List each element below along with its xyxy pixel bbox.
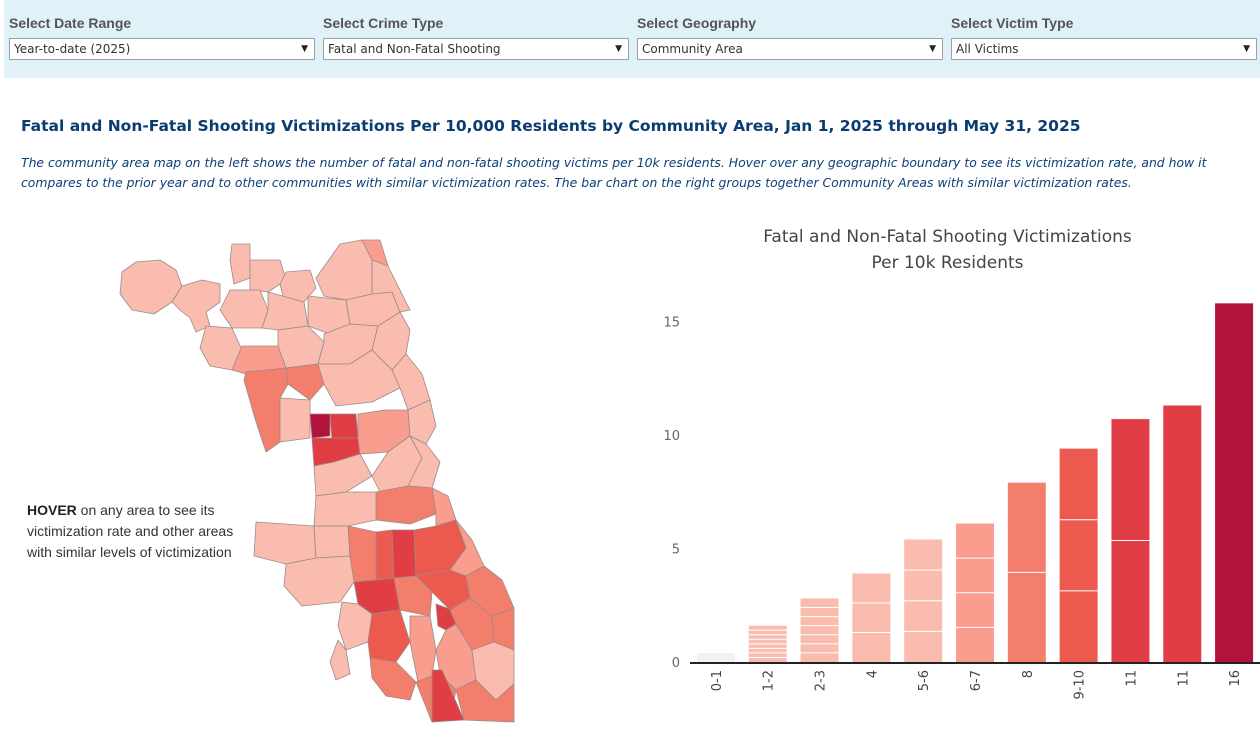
community-area-map[interactable] bbox=[110, 230, 530, 730]
victim-type-select[interactable]: All Victims ▼ bbox=[951, 38, 1257, 60]
y-tick-label: 5 bbox=[672, 543, 680, 558]
date-range-select[interactable]: Year-to-date (2025) ▼ bbox=[9, 38, 315, 60]
bar-chart: 0 5 10 15 0-1 1-2 2-3 4 5-6 6-7 8 9-10 11 11 16 bbox=[663, 303, 1260, 700]
filter-geography-label: Select Geography bbox=[637, 15, 757, 31]
chart-title-line-2: Per 10k Residents bbox=[871, 253, 1024, 273]
map-area-garfield-ridge[interactable] bbox=[253, 521, 317, 565]
bar-3[interactable] bbox=[852, 573, 891, 662]
map-area-south-1[interactable] bbox=[283, 555, 355, 607]
page-description: The community area map on the left shows… bbox=[21, 155, 1207, 190]
filter-crime-type-label: Select Crime Type bbox=[323, 15, 444, 31]
filter-date-range-label: Select Date Range bbox=[9, 15, 132, 31]
page-title: Fatal and Non-Fatal Shooting Victimizati… bbox=[21, 117, 1081, 135]
victim-type-value: All Victims bbox=[956, 42, 1019, 56]
filter-bar: Select Date Range Year-to-date (2025) ▼ … bbox=[4, 0, 1260, 78]
geography-select[interactable]: Community Area ▼ bbox=[637, 38, 943, 60]
bar-10[interactable] bbox=[1215, 303, 1254, 662]
map-area-far-south-1[interactable] bbox=[369, 657, 417, 701]
map-area-loop[interactable] bbox=[407, 399, 437, 445]
map-area-north-1[interactable] bbox=[229, 243, 251, 285]
map-area-north-6[interactable] bbox=[219, 289, 269, 329]
map-area-south-6[interactable] bbox=[367, 609, 411, 663]
map-area-west-2[interactable] bbox=[285, 363, 325, 401]
map-area-sw-5[interactable] bbox=[375, 485, 437, 525]
map-area-ohare[interactable] bbox=[119, 259, 183, 315]
dropdown-arrow-icon: ▼ bbox=[1243, 44, 1250, 54]
x-tick-label: 11 bbox=[1176, 670, 1191, 687]
x-tick-label: 11 bbox=[1124, 670, 1139, 687]
filter-crime-type: Select Crime Type Fatal and Non-Fatal Sh… bbox=[323, 14, 629, 60]
y-tick-label: 10 bbox=[663, 429, 680, 444]
dropdown-arrow-icon: ▼ bbox=[615, 44, 622, 54]
y-tick-label: 15 bbox=[663, 316, 680, 331]
y-tick-label: 0 bbox=[672, 656, 680, 671]
x-tick-label: 8 bbox=[1021, 670, 1036, 678]
dropdown-arrow-icon: ▼ bbox=[929, 44, 936, 54]
map-area-sw-4[interactable] bbox=[313, 491, 381, 527]
dropdown-arrow-icon: ▼ bbox=[301, 44, 308, 54]
map-area-south-3[interactable] bbox=[393, 575, 433, 617]
filter-victim-type: Select Victim Type All Victims ▼ bbox=[951, 14, 1257, 60]
x-tick-label: 0-1 bbox=[710, 670, 725, 691]
map-area-west-englewood[interactable] bbox=[391, 529, 417, 579]
x-tick-label: 1-2 bbox=[762, 670, 777, 691]
map-area-east-garfield[interactable] bbox=[329, 413, 359, 441]
filter-date-range: Select Date Range Year-to-date (2025) ▼ bbox=[9, 14, 315, 60]
hover-keyword: HOVER bbox=[27, 502, 77, 518]
bar-2[interactable] bbox=[800, 598, 839, 662]
filter-victim-type-label: Select Victim Type bbox=[951, 15, 1074, 31]
map-area-west-3[interactable] bbox=[279, 397, 311, 443]
chart-title-line-1: Fatal and Non-Fatal Shooting Victimizati… bbox=[763, 227, 1132, 247]
bar-9[interactable] bbox=[1163, 405, 1202, 662]
date-range-value: Year-to-date (2025) bbox=[14, 42, 131, 56]
x-tick-label: 4 bbox=[865, 670, 880, 678]
chart-title: Fatal and Non-Fatal Shooting Victimizati… bbox=[690, 224, 1205, 276]
map-area-humboldt[interactable] bbox=[309, 413, 331, 439]
map-area-sw-7[interactable] bbox=[313, 525, 351, 559]
map-area-sw-6[interactable] bbox=[431, 487, 457, 527]
crime-type-value: Fatal and Non-Fatal Shooting bbox=[328, 42, 501, 56]
hover-instructions: HOVER on any area to see its victimizati… bbox=[27, 500, 247, 563]
map-area-mid-1[interactable] bbox=[277, 325, 325, 369]
map-area-north-lake[interactable] bbox=[371, 259, 411, 313]
bar-0[interactable] bbox=[696, 652, 735, 662]
x-tick-label: 6-7 bbox=[969, 670, 984, 691]
filter-geography: Select Geography Community Area ▼ bbox=[637, 14, 943, 60]
bar-7[interactable] bbox=[1059, 448, 1098, 662]
x-tick-label: 5-6 bbox=[917, 670, 932, 691]
geography-value: Community Area bbox=[642, 42, 743, 56]
map-area-far-sw-1[interactable] bbox=[329, 639, 351, 681]
map-area-englewood[interactable] bbox=[375, 529, 395, 581]
hover-text: on any area to see its victimization rat… bbox=[27, 502, 234, 560]
map-area-north-4[interactable] bbox=[315, 239, 373, 301]
x-tick-label: 9-10 bbox=[1073, 670, 1088, 700]
map-area-hegewisch[interactable] bbox=[455, 679, 515, 723]
map-area-north-2[interactable] bbox=[249, 259, 287, 293]
map-svg bbox=[119, 239, 515, 723]
crime-type-select[interactable]: Fatal and Non-Fatal Shooting ▼ bbox=[323, 38, 629, 60]
x-tick-label: 16 bbox=[1228, 670, 1243, 687]
x-tick-label: 2-3 bbox=[814, 670, 829, 691]
